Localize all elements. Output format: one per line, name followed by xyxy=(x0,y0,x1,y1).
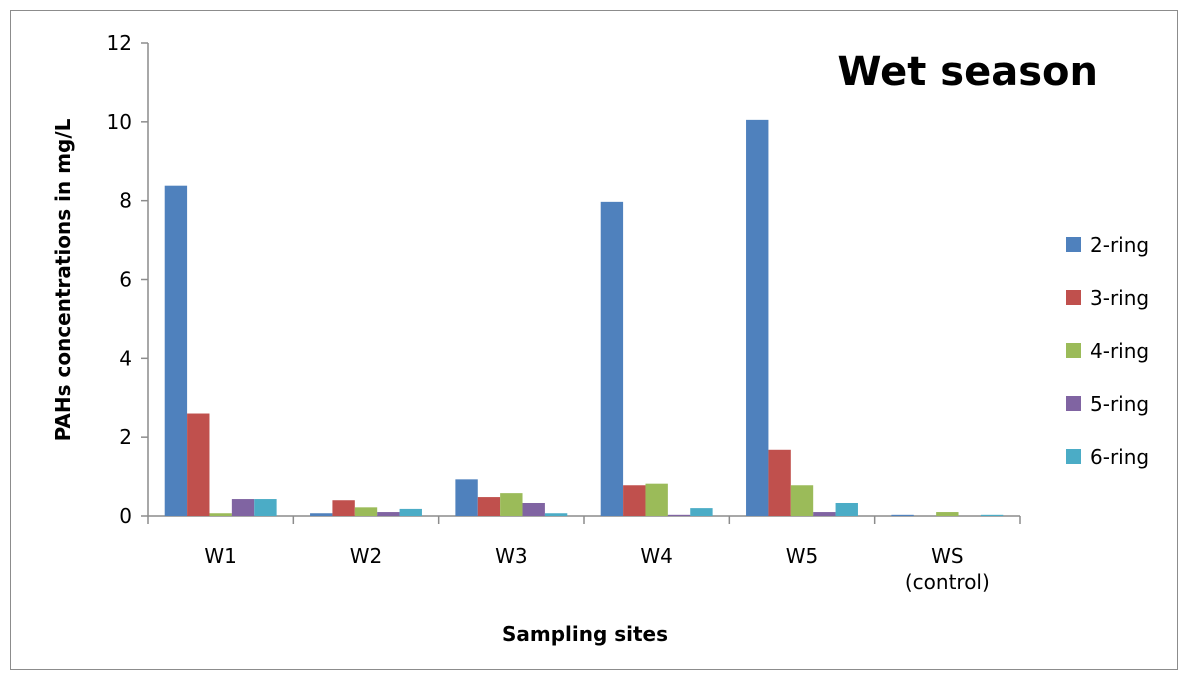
x-tick-label: W5 xyxy=(786,544,819,568)
bar-3-ring-W3 xyxy=(478,497,500,516)
bar-4-ring-WS xyxy=(936,512,958,516)
bar-5-ring-W2 xyxy=(377,512,399,516)
y-tick-label: 8 xyxy=(119,189,132,213)
bar-4-ring-W3 xyxy=(500,493,522,516)
bar-4-ring-W4 xyxy=(645,484,667,516)
bar-3-ring-W2 xyxy=(332,500,354,516)
bar-2-ring-W5 xyxy=(746,120,768,516)
legend-label-3-ring: 3-ring xyxy=(1090,286,1149,310)
bar-6-ring-W4 xyxy=(690,508,712,516)
plot-area: 0 2 4 6 8 10 12 W1 W2 W3 W4 W5 WS (control) xyxy=(107,31,1020,594)
bar-2-ring-W3 xyxy=(455,479,477,516)
bar-2-ring-WS xyxy=(891,515,913,516)
bar-6-ring-W3 xyxy=(545,513,567,516)
y-tick-label: 2 xyxy=(119,425,132,449)
bar-6-ring-WS xyxy=(981,515,1003,516)
x-axis-title: Sampling sites xyxy=(502,622,668,646)
legend-swatch-2-ring xyxy=(1066,237,1081,252)
legend-label-6-ring: 6-ring xyxy=(1090,445,1149,469)
legend-label-5-ring: 5-ring xyxy=(1090,392,1149,416)
chart-title: Wet season xyxy=(837,49,1098,95)
bar-4-ring-W5 xyxy=(791,485,813,516)
bar-3-ring-W5 xyxy=(768,450,790,516)
y-tick-label: 4 xyxy=(119,346,132,370)
y-tick-label: 6 xyxy=(119,268,132,292)
bar-2-ring-W2 xyxy=(310,513,332,516)
bar-2-ring-W1 xyxy=(165,186,187,516)
y-tick-label: 0 xyxy=(119,504,132,528)
bar-6-ring-W1 xyxy=(254,499,276,516)
bar-6-ring-W2 xyxy=(400,509,422,516)
y-tick-label: 10 xyxy=(107,110,132,134)
bar-5-ring-W4 xyxy=(668,515,690,516)
legend-label-2-ring: 2-ring xyxy=(1090,233,1149,257)
bar-5-ring-W1 xyxy=(232,499,254,516)
x-tick-label: W1 xyxy=(204,544,237,568)
bar-5-ring-W3 xyxy=(523,503,545,516)
legend-swatch-4-ring xyxy=(1066,343,1081,358)
legend-swatch-6-ring xyxy=(1066,449,1081,464)
legend: 2-ring 3-ring 4-ring 5-ring 6-ring xyxy=(1066,233,1149,469)
bar-4-ring-W2 xyxy=(355,507,377,516)
bar-5-ring-W5 xyxy=(813,512,835,516)
bar-4-ring-W1 xyxy=(209,513,231,516)
bar-6-ring-W5 xyxy=(836,503,858,516)
y-tick-label: 12 xyxy=(107,31,132,55)
y-axis-title: PAHs concentrations in mg/L xyxy=(51,118,75,441)
x-tick-label: W2 xyxy=(350,544,383,568)
legend-swatch-5-ring xyxy=(1066,396,1081,411)
bar-2-ring-W4 xyxy=(601,202,623,516)
x-tick-label: W3 xyxy=(495,544,528,568)
legend-label-4-ring: 4-ring xyxy=(1090,339,1149,363)
x-tick-label: WS (control) xyxy=(905,544,990,594)
bar-3-ring-W1 xyxy=(187,414,209,516)
x-tick-label: W4 xyxy=(640,544,673,568)
legend-swatch-3-ring xyxy=(1066,290,1081,305)
bar-3-ring-W4 xyxy=(623,485,645,516)
